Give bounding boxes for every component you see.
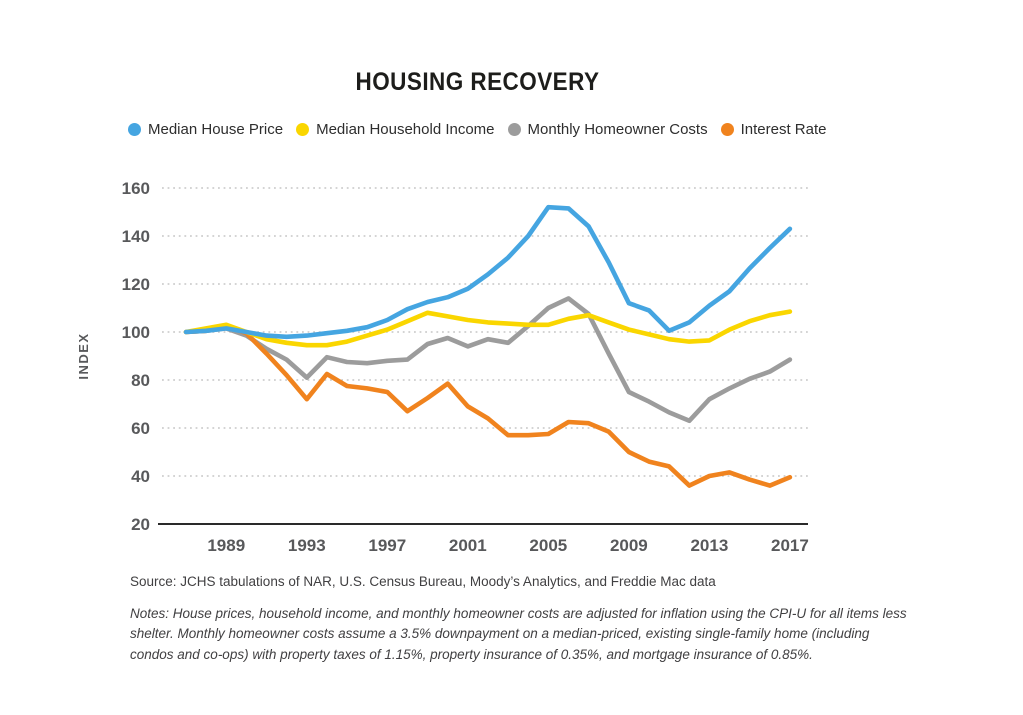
x-tick-label-2005: 2005 bbox=[529, 536, 567, 555]
legend-label: Monthly Homeowner Costs bbox=[527, 121, 708, 138]
x-tick-label-1989: 1989 bbox=[207, 536, 245, 555]
y-tick-label-140: 140 bbox=[122, 227, 150, 246]
y-tick-label-40: 40 bbox=[131, 467, 150, 486]
legend-label: Median House Price bbox=[148, 121, 284, 138]
x-tick-label-2013: 2013 bbox=[690, 536, 728, 555]
y-tick-label-100: 100 bbox=[122, 323, 150, 342]
legend-item-monthly-homeowner-costs: Monthly Homeowner Costs bbox=[507, 121, 708, 138]
legend-item-interest-rate: Interest Rate bbox=[720, 121, 827, 138]
x-tick-label-1993: 1993 bbox=[288, 536, 326, 555]
y-tick-label-80: 80 bbox=[131, 371, 150, 390]
y-tick-label-60: 60 bbox=[131, 419, 150, 438]
notes-text: Notes: House prices, household income, a… bbox=[130, 606, 907, 662]
legend-dot-interest-rate bbox=[720, 123, 734, 136]
chart-legend: Median House Price Median Household Incom… bbox=[128, 121, 827, 138]
series-line-median-house-price bbox=[183, 204, 793, 340]
legend-item-median-household-income: Median Household Income bbox=[296, 121, 495, 138]
x-tick-label-2001: 2001 bbox=[449, 536, 487, 555]
source-text: Source: JCHS tabulations of NAR, U.S. Ce… bbox=[130, 574, 716, 589]
legend-label: Median Household Income bbox=[316, 121, 495, 138]
legend-dot-median-house-price bbox=[128, 123, 141, 136]
legend-item-median-house-price: Median House Price bbox=[128, 121, 283, 138]
x-tick-label-2009: 2009 bbox=[610, 536, 648, 555]
legend-dot-median-household-income bbox=[296, 123, 310, 136]
legend-label: Interest Rate bbox=[740, 121, 827, 138]
series-line-median-household-income bbox=[183, 309, 793, 348]
y-tick-label-120: 120 bbox=[122, 275, 150, 294]
legend-dot-monthly-homeowner-costs bbox=[507, 123, 521, 136]
y-tick-label-160: 160 bbox=[122, 179, 150, 198]
y-tick-label-20: 20 bbox=[131, 515, 150, 534]
series-line-interest-rate bbox=[183, 323, 793, 488]
x-tick-label-1997: 1997 bbox=[368, 536, 406, 555]
y-axis-title: INDEX bbox=[76, 332, 91, 379]
x-tick-label-2017: 2017 bbox=[771, 536, 809, 555]
chart-title: HOUSING RECOVERY bbox=[355, 68, 600, 96]
series-line-monthly-homeowner-costs bbox=[183, 296, 793, 424]
